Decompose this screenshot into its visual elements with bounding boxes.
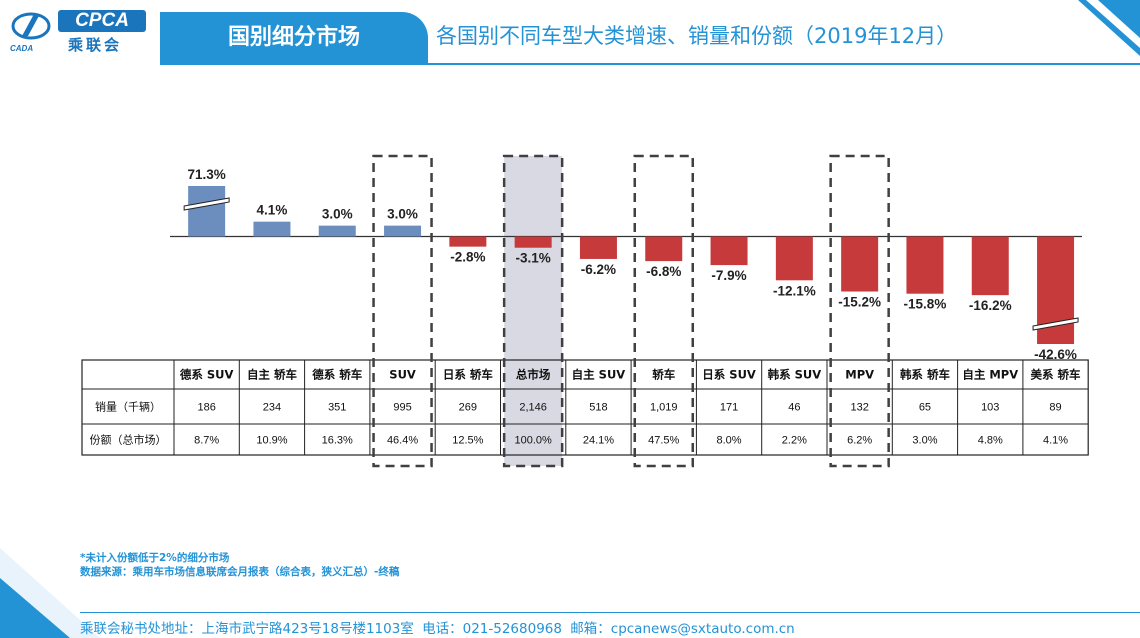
bar-11 (906, 236, 944, 294)
table-category-2: 德系 轿车 (311, 368, 363, 382)
bar-1 (253, 221, 291, 237)
bar-0 (188, 186, 226, 237)
table-cell-0-8: 171 (720, 402, 738, 414)
bar-8 (710, 236, 748, 266)
table-row-label-1: 份额（总市场） (90, 433, 167, 447)
footer-address: 乘联会秘书处地址：上海市武宁路423号18号楼1103室 (80, 621, 414, 637)
footer-divider (80, 612, 1140, 613)
table-cell-1-12: 4.8% (978, 435, 1003, 447)
highlight-frame-10 (829, 154, 890, 468)
table-cell-1-4: 12.5% (452, 435, 483, 447)
chart-notes: *未计入份额低于2%的细分市场 数据来源：乘用车市场信息联席会月报表（综合表，狭… (80, 551, 399, 579)
corner-decoration-top-right (1078, 0, 1140, 56)
bar-value-label-7: -6.8% (646, 264, 681, 279)
table-category-5: 总市场 (516, 368, 551, 382)
footer-email: 邮箱：cpcanews@sxtauto.com.cn (570, 621, 795, 637)
page-subtitle: 各国别不同车型大类增速、销量和份额（2019年12月） (436, 24, 958, 48)
bar-6 (579, 236, 617, 259)
table-category-8: 日系 SUV (702, 368, 756, 382)
bar-value-label-5: -3.1% (516, 251, 551, 266)
logo-cn-text: 乘联会 (68, 36, 123, 54)
table-cell-0-6: 518 (589, 402, 607, 414)
axis-break-mark-13 (1032, 317, 1079, 331)
table-cell-0-5: 2,146 (519, 402, 547, 414)
bar-value-label-12: -16.2% (969, 298, 1012, 313)
bar-7 (645, 236, 683, 262)
table-cell-1-9: 2.2% (782, 435, 807, 447)
bar-value-label-10: -15.2% (838, 295, 881, 310)
bar-value-label-6: -6.2% (581, 262, 616, 277)
table-category-6: 自主 SUV (572, 368, 626, 382)
note-data-source: 数据来源：乘用车市场信息联席会月报表（综合表，狭义汇总）-终稿 (80, 566, 400, 578)
note-share-threshold: *未计入份额低于2%的细分市场 (80, 552, 230, 564)
table-cell-0-3: 995 (393, 402, 411, 414)
table-border (81, 359, 1089, 456)
cpca-logo-mark-icon (11, 12, 51, 40)
table-cell-1-7: 47.5% (648, 435, 679, 447)
table-category-1: 自主 轿车 (247, 368, 298, 382)
bar-10 (841, 236, 879, 292)
axis-break-mark-0 (183, 197, 230, 211)
table-cell-0-1: 234 (263, 402, 281, 414)
table-category-9: 韩系 SUV (768, 368, 822, 382)
table-row-label-0: 销量（千辆） (95, 400, 161, 414)
table-cell-0-12: 103 (981, 402, 999, 414)
table-cell-1-1: 10.9% (256, 435, 287, 447)
bar-value-label-13: -42.6% (1034, 347, 1077, 362)
title-tab: 国别细分市场 (160, 12, 428, 64)
table-cell-1-5: 100.0% (514, 435, 552, 447)
table-cell-0-7: 1,019 (650, 402, 678, 414)
footer-phone: 电话：021-52680968 (422, 621, 562, 637)
cpca-logo: CPCA 乘联会 CADA (6, 4, 156, 58)
table-cell-0-4: 269 (459, 402, 477, 414)
bar-value-label-1: 4.1% (257, 203, 288, 218)
table-cell-1-10: 6.2% (847, 435, 872, 447)
bar-2 (318, 225, 356, 237)
title-divider (160, 63, 1140, 65)
table-category-3: SUV (389, 368, 416, 382)
table-cell-1-11: 3.0% (912, 435, 937, 447)
table-cell-1-2: 16.3% (322, 435, 353, 447)
table-category-12: 自主 MPV (962, 368, 1018, 382)
table-cell-0-9: 46 (788, 402, 800, 414)
logo-sub-text: CADA (10, 44, 34, 53)
highlight-frame-5 (502, 154, 564, 468)
table-cell-0-0: 186 (197, 402, 215, 414)
bar-9 (775, 236, 813, 281)
highlight-frame-3 (372, 154, 433, 468)
table-category-0: 德系 SUV (179, 368, 234, 382)
page-title: 国别细分市场 (227, 25, 360, 50)
table-category-4: 日系 轿车 (443, 368, 494, 382)
table-category-11: 韩系 轿车 (900, 368, 951, 382)
bar-5 (514, 236, 552, 248)
bar-4 (449, 236, 487, 247)
corner-decoration-bottom-left (0, 548, 100, 638)
bar-value-label-4: -2.8% (450, 250, 485, 265)
table-category-13: 美系 轿车 (1031, 368, 1082, 382)
logo-cpca-text: CPCA (58, 10, 146, 32)
table-cell-1-8: 8.0% (717, 435, 742, 447)
table-category-7: 轿车 (652, 368, 675, 382)
highlight-shade-5 (504, 156, 563, 466)
bar-value-label-8: -7.9% (711, 268, 746, 283)
table-category-10: MPV (845, 368, 874, 382)
table-cell-0-2: 351 (328, 402, 346, 414)
bar-value-label-2: 3.0% (322, 207, 353, 222)
bar-value-label-9: -12.1% (773, 283, 816, 298)
table-cell-0-11: 65 (919, 402, 931, 414)
bar-3 (384, 225, 422, 237)
table-cell-1-0: 8.7% (194, 435, 219, 447)
table-cell-1-3: 46.4% (387, 435, 418, 447)
bar-value-label-0: 71.3% (188, 167, 226, 182)
table-cell-0-13: 89 (1049, 402, 1061, 414)
bar-value-label-11: -15.8% (904, 297, 947, 312)
bar-12 (971, 236, 1009, 296)
bar-value-label-3: 3.0% (387, 207, 418, 222)
table-cell-0-10: 132 (850, 402, 868, 414)
highlight-frame-7 (633, 154, 694, 468)
table-cell-1-6: 24.1% (583, 435, 614, 447)
footer: 乘联会秘书处地址：上海市武宁路423号18号楼1103室 电话：021-5268… (80, 617, 799, 637)
table-cell-1-13: 4.1% (1043, 435, 1068, 447)
